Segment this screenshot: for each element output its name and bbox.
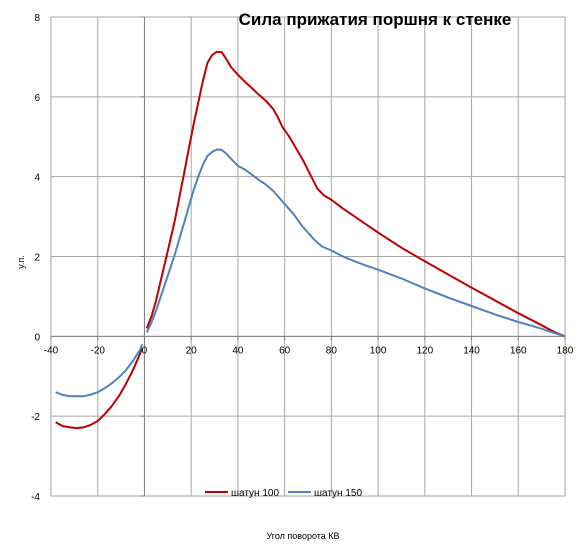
x-tick-label: 80 [326, 345, 338, 356]
legend-label-shatun-100: шатун 100 [231, 488, 279, 499]
y-tick-label: 6 [34, 93, 40, 104]
x-tick-label: 60 [279, 345, 291, 356]
x-tick-label: 0 [142, 345, 148, 356]
x-tick-label: 140 [463, 345, 480, 356]
y-tick-label: 4 [34, 173, 40, 184]
series-line-шатун-150-right [145, 148, 566, 338]
axes [50, 16, 566, 497]
x-tick-label: -20 [91, 345, 106, 356]
series-layer [55, 50, 566, 430]
y-tick-label: 0 [34, 332, 40, 343]
y-axis-label: у.п. [16, 255, 26, 268]
x-tick-label: 40 [232, 345, 244, 356]
x-tick-label: 120 [416, 345, 433, 356]
legend-label-shatun-150: шатун 150 [314, 488, 362, 499]
y-tick-label: -2 [31, 412, 40, 423]
x-axis-label: Угол поворота КВ [266, 531, 339, 541]
chart-title: Сила прижатия поршня к стенке [239, 10, 512, 29]
x-tick-label: 20 [186, 345, 198, 356]
y-tick-label: 2 [34, 253, 40, 264]
x-tick-label: -40 [44, 345, 59, 356]
y-tick-label: 8 [34, 13, 40, 24]
legend: шатун 100 шатун 150 [205, 488, 362, 499]
grid [50, 16, 566, 497]
x-tick-label: 160 [510, 345, 527, 356]
y-tick-label: -4 [31, 492, 40, 503]
x-tick-label: 100 [370, 345, 387, 356]
x-tick-label: 180 [557, 345, 574, 356]
series-line-шатун-150-left [55, 343, 144, 398]
series-line-шатун-100-right [145, 50, 566, 338]
series-line-шатун-100-left [55, 347, 144, 430]
